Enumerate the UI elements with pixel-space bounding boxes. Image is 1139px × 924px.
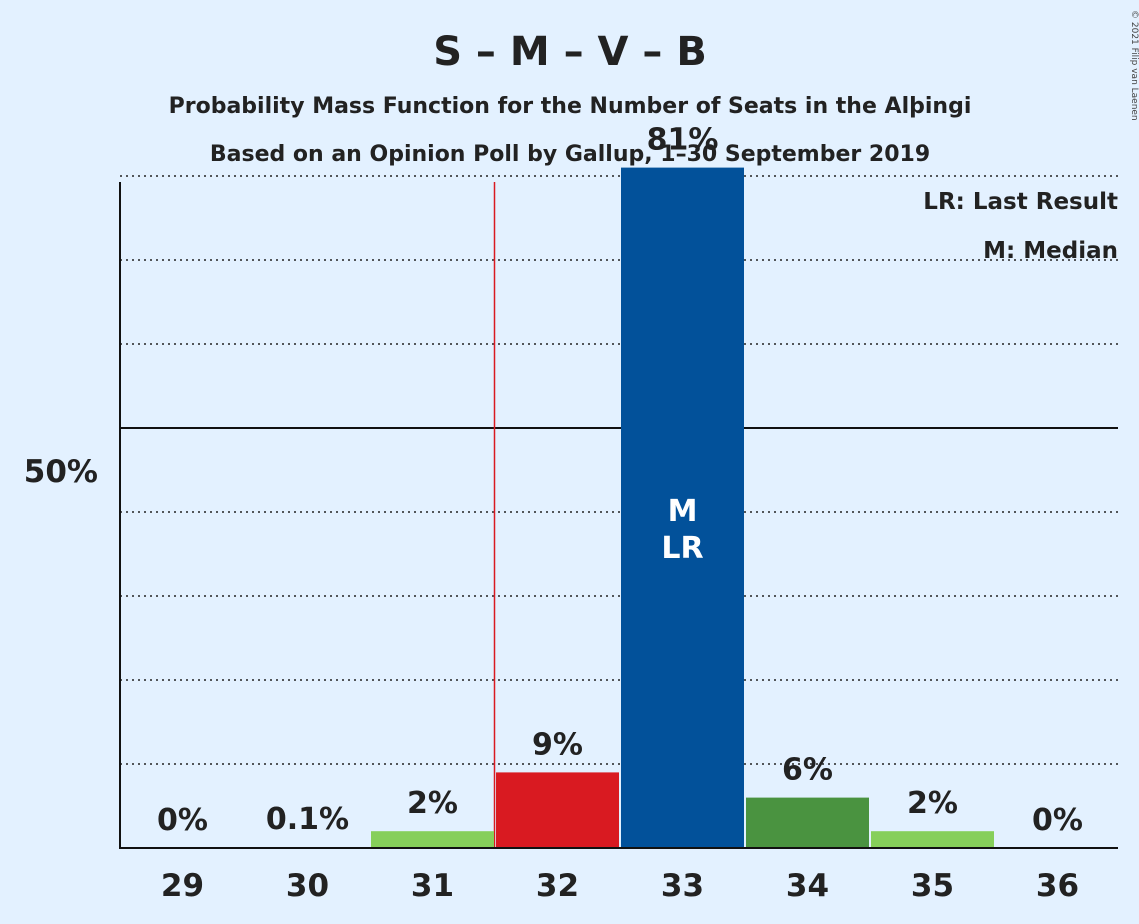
bar-31 xyxy=(371,831,494,848)
bars xyxy=(246,167,994,849)
bar-33 xyxy=(621,167,744,849)
x-tick-34: 34 xyxy=(786,868,829,904)
chart-subtitle-1: Probability Mass Function for the Number… xyxy=(169,94,972,119)
copyright-note: © 2021 Filip van Laenen xyxy=(1129,10,1139,121)
x-tick-labels: 29 30 31 32 33 34 35 36 xyxy=(161,868,1079,904)
data-label-31: 2% xyxy=(407,786,458,821)
bar-35 xyxy=(871,831,994,848)
chart-title: S – M – V – B xyxy=(433,29,707,75)
bar-32 xyxy=(496,772,619,848)
x-tick-31: 31 xyxy=(411,868,454,904)
data-label-34: 6% xyxy=(782,753,833,788)
x-tick-29: 29 xyxy=(161,868,204,904)
data-label-30: 0.1% xyxy=(266,802,349,837)
x-tick-32: 32 xyxy=(536,868,579,904)
legend-median: M: Median xyxy=(983,238,1118,264)
data-label-36: 0% xyxy=(1032,803,1083,838)
chart-subtitle-2: Based on an Opinion Poll by Gallup, 1–30… xyxy=(210,142,930,167)
axes xyxy=(119,182,1118,849)
x-tick-35: 35 xyxy=(911,868,954,904)
data-label-35: 2% xyxy=(907,786,958,821)
x-tick-33: 33 xyxy=(661,868,704,904)
y-tick-label-50: 50% xyxy=(24,454,98,490)
x-tick-36: 36 xyxy=(1036,868,1079,904)
bar-34 xyxy=(746,797,869,848)
median-marker: M xyxy=(668,494,698,529)
gridlines xyxy=(120,175,1118,765)
data-label-29: 0% xyxy=(157,803,208,838)
legend-last-result: LR: Last Result xyxy=(923,189,1118,215)
data-label-32: 9% xyxy=(532,727,583,762)
last-result-marker: LR xyxy=(661,531,703,566)
data-labels: 0% 0.1% 2% 9% 81% MLR 6% 2% 0% xyxy=(157,123,1083,838)
data-label-33: 81% xyxy=(647,123,719,158)
x-tick-30: 30 xyxy=(286,868,329,904)
